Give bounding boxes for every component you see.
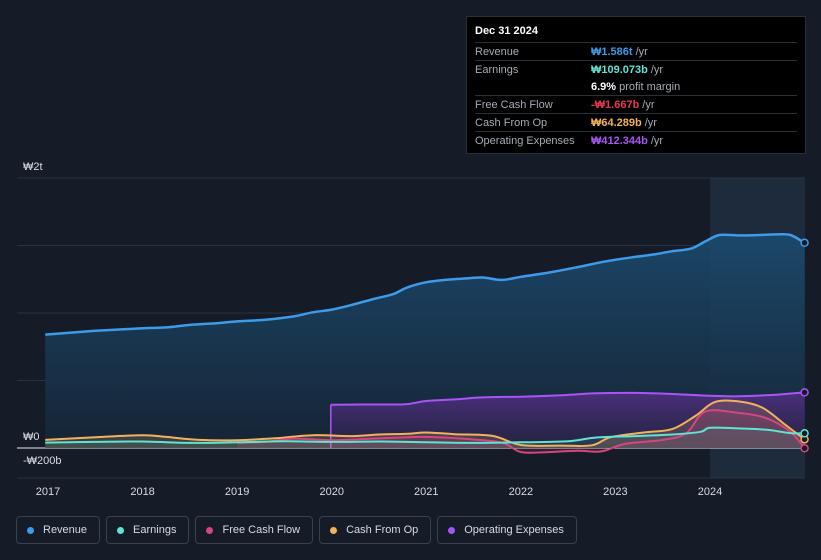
legend-item-operating-expenses[interactable]: Operating Expenses: [437, 516, 577, 544]
tooltip-value: 6.9%: [591, 80, 617, 93]
legend-item-earnings[interactable]: Earnings: [106, 516, 190, 544]
series-lines: [45, 232, 806, 454]
legend-item-cash-from-op[interactable]: Cash From Op: [319, 516, 432, 544]
legend-dot-icon: [117, 526, 125, 534]
x-tick-label: 2024: [698, 486, 722, 498]
tooltip-row: Revenue ₩1.586t/yr: [475, 42, 797, 60]
tooltip-unit: /yr: [642, 98, 655, 111]
x-tick-label: 2023: [603, 486, 627, 498]
tooltip-value: -₩1.667b: [591, 98, 640, 111]
earnings-endpoint: [800, 429, 809, 438]
y-tick-label: ₩0: [23, 431, 40, 443]
x-tick-label: 2018: [130, 486, 154, 498]
legend-label: Free Cash Flow: [222, 524, 301, 536]
tooltip-unit: /yr: [650, 63, 664, 76]
legend-label: Revenue: [43, 524, 88, 536]
tooltip-unit: profit margin: [619, 80, 681, 93]
tooltip-value: ₩109.073b: [591, 63, 648, 76]
tooltip-unit: /yr: [644, 116, 657, 129]
tooltip-row: Earnings ₩109.073b/yr: [475, 60, 797, 78]
earnings-line: [45, 426, 805, 444]
tooltip-unit: /yr: [635, 45, 648, 58]
tooltip-label: Earnings: [475, 63, 519, 76]
cash-from-op-area: [45, 400, 805, 448]
tooltip-label: Free Cash Flow: [475, 98, 553, 111]
revenue-endpoint: [800, 238, 809, 248]
y-tick-label: -₩200b: [23, 455, 62, 467]
x-tick-label: 2022: [509, 486, 533, 498]
operating-expenses-line: [330, 391, 805, 406]
financial-chart: ₩2t ₩0 -₩200b 2017 2018 2019 2020 2021 2022 2023…: [17, 161, 809, 498]
data-tooltip: Dec 31 2024 Revenue ₩1.586t/yr Earnings ₩10…: [466, 16, 806, 154]
x-axis: 2017 2018 2019 2020 2021 2022 2023 2024: [36, 486, 722, 498]
tooltip-label: Cash From Op: [475, 116, 548, 129]
free-cash-flow-line: [237, 409, 806, 454]
legend-label: Operating Expenses: [464, 524, 564, 536]
tooltip-date: Dec 31 2024: [475, 25, 538, 37]
x-tick-label: 2020: [319, 486, 343, 498]
tooltip-unit: /yr: [650, 134, 664, 147]
tooltip-row: Operating Expenses ₩412.344b/yr: [475, 131, 797, 149]
x-tick-label: 2019: [225, 486, 249, 498]
tooltip-row: Cash From Op ₩64.289b/yr: [475, 113, 797, 131]
legend-dot-icon: [330, 526, 338, 534]
tooltip-value: ₩64.289b: [591, 116, 642, 129]
legend-dot-icon: [206, 526, 214, 534]
legend-dot-icon: [27, 526, 34, 534]
tooltip-value: ₩412.344b: [591, 134, 648, 147]
operating-expenses-endpoint: [800, 388, 809, 397]
cash-from-op-line: [45, 399, 806, 448]
chart-legend: Revenue Earnings Free Cash Flow Cash From O…: [16, 516, 577, 546]
legend-label: Earnings: [133, 524, 177, 536]
y-tick-label: ₩2t: [23, 161, 43, 173]
legend-label: Cash From Op: [346, 524, 419, 536]
legend-item-free-cash-flow[interactable]: Free Cash Flow: [195, 516, 314, 544]
tooltip-label: Operating Expenses: [475, 134, 575, 147]
tooltip-value: ₩1.586t: [591, 45, 633, 58]
x-tick-label: 2021: [414, 486, 438, 498]
free-cash-flow-endpoint: [800, 444, 809, 453]
x-tick-label: 2017: [36, 486, 60, 498]
tooltip-row: Free Cash Flow -₩1.667b/yr: [475, 95, 797, 113]
series-endpoints: [800, 238, 809, 453]
y-axis: ₩2t ₩0 -₩200b: [23, 161, 62, 467]
legend-item-revenue[interactable]: Revenue: [16, 516, 101, 544]
revenue-line: [45, 232, 806, 336]
tooltip-row: 6.9% profit margin: [475, 78, 797, 95]
tooltip-label: Revenue: [475, 45, 520, 58]
legend-dot-icon: [448, 526, 456, 534]
